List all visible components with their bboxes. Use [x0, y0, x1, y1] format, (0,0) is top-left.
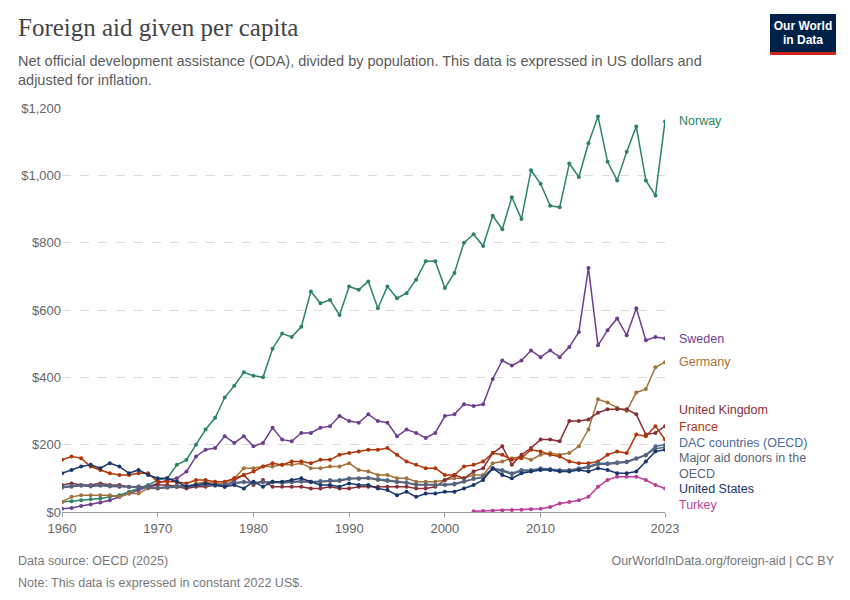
svg-text:Norway: Norway: [679, 114, 722, 128]
svg-text:1990: 1990: [335, 521, 364, 536]
svg-text:United Kingdom: United Kingdom: [679, 403, 768, 417]
svg-text:$0: $0: [47, 505, 61, 520]
html-text:adjusted for inflation.: adjusted for inflation.: [18, 72, 152, 88]
html-text:Data source: OECD (2025): Data source: OECD (2025): [18, 554, 169, 568]
html-text:OurWorldInData.org/foreign-aid: OurWorldInData.org/foreign-aid | CC BY: [611, 554, 834, 568]
svg-text:United States: United States: [679, 482, 754, 496]
svg-text:DAC countries (OECD): DAC countries (OECD): [679, 436, 808, 450]
svg-text:Major aid donors in theOECD: Major aid donors in theOECD: [679, 451, 806, 481]
svg-text:$1,000: $1,000: [21, 168, 61, 183]
html-text:in Data: in Data: [783, 33, 823, 47]
svg-text:$200: $200: [32, 437, 61, 452]
svg-text:$400: $400: [32, 370, 61, 385]
svg-text:1970: 1970: [143, 521, 172, 536]
svg-text:$1,200: $1,200: [21, 101, 61, 116]
svg-text:France: France: [679, 420, 718, 434]
svg-text:Germany: Germany: [679, 355, 731, 369]
svg-text:1980: 1980: [239, 521, 268, 536]
svg-text:Turkey: Turkey: [679, 498, 717, 512]
html-text:Our World: Our World: [773, 19, 833, 33]
svg-text:Sweden: Sweden: [679, 332, 724, 346]
svg-text:2000: 2000: [430, 521, 459, 536]
html-text:Foreign aid given per capita: Foreign aid given per capita: [18, 14, 299, 41]
svg-text:2010: 2010: [526, 521, 555, 536]
svg-text:$600: $600: [32, 303, 61, 318]
svg-text:1960: 1960: [48, 521, 77, 536]
svg-text:$800: $800: [32, 235, 61, 250]
html-text:Note: This data is expressed i: Note: This data is expressed in constant…: [18, 576, 303, 590]
html-text:Net official development assis: Net official development assistance (ODA…: [18, 53, 702, 69]
svg-text:2023: 2023: [651, 521, 680, 536]
